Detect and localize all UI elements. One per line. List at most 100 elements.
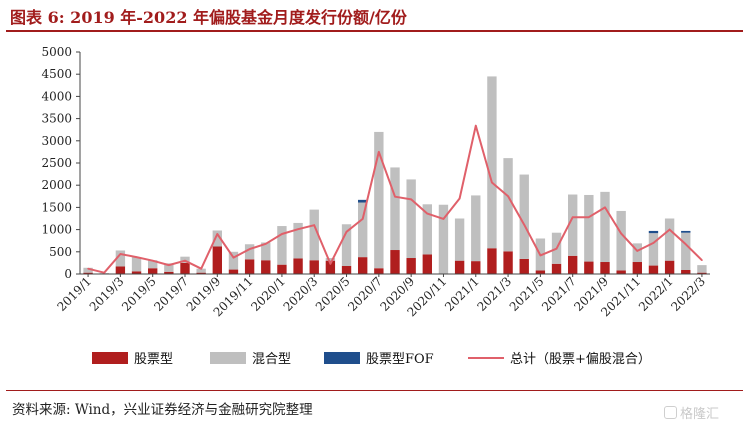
x-tick-label: 2021/1 — [442, 274, 482, 314]
x-tick-label: 2020/3 — [281, 274, 321, 314]
bar-segment — [681, 270, 691, 274]
bar-segment — [196, 272, 206, 274]
bar-segment — [648, 230, 659, 234]
chart: 0 500 1000 1500 2000 2500 3000 3500 4000 4500 5000… — [41, 45, 710, 367]
bar-segment — [503, 158, 513, 252]
bar-segment — [664, 260, 675, 274]
x-tick-label: 2020/7 — [345, 274, 385, 314]
source-rule — [6, 390, 743, 391]
bar-segment — [584, 261, 594, 274]
bar-segment — [422, 254, 432, 274]
total-point — [523, 223, 526, 226]
total-point — [216, 233, 219, 235]
bar-segment — [616, 270, 626, 274]
total-point — [620, 232, 622, 235]
bar-segment — [293, 222, 303, 259]
bar-segment — [244, 259, 255, 274]
bar-segment — [228, 251, 239, 270]
total-point — [442, 218, 445, 220]
total-point — [248, 248, 251, 250]
x-tick-label: 2021/5 — [507, 274, 547, 314]
bar-segment — [212, 230, 222, 247]
y-tick-label: 3000 — [41, 134, 72, 148]
bar-segment — [697, 272, 707, 274]
bar-segment — [358, 257, 368, 274]
bar-segment — [406, 179, 416, 259]
legend-swatch — [92, 352, 128, 364]
legend-label: 股票型 — [134, 352, 173, 367]
x-tick-label: 2019/1 — [54, 274, 94, 314]
legend-label: 股票型FOF — [366, 352, 434, 367]
y-tick-label: 5000 — [41, 45, 72, 59]
total-point — [652, 242, 655, 244]
x-tick-label: 2022/3 — [668, 274, 708, 314]
y-tick-label: 500 — [49, 245, 72, 259]
total-point — [151, 259, 154, 262]
total-point — [87, 267, 89, 270]
bar-segment — [374, 131, 384, 269]
bar-segment — [325, 260, 336, 274]
bar-segment — [358, 199, 368, 203]
bar-segment — [131, 257, 142, 272]
total-point — [426, 212, 429, 215]
bar-segment — [261, 242, 271, 261]
bar-segment — [148, 260, 158, 269]
bar-segment — [341, 224, 352, 267]
bar-segment — [471, 195, 481, 262]
total-point — [184, 259, 186, 262]
bar-segment — [277, 264, 287, 274]
bar-segment — [616, 210, 626, 271]
bar-segment — [681, 230, 691, 233]
bar-segment — [438, 204, 449, 274]
total-point — [378, 151, 380, 153]
total-point — [329, 262, 332, 265]
watermark-text: 格隆汇 — [680, 407, 720, 422]
total-point — [281, 233, 283, 235]
bar-segment — [341, 266, 352, 274]
y-tick-label: 0 — [64, 267, 72, 281]
legend-swatch — [324, 352, 360, 364]
total-point — [571, 216, 574, 218]
total-point — [458, 197, 461, 200]
bar-segment — [648, 233, 659, 266]
bar-segment — [325, 258, 336, 261]
bar-segment — [551, 263, 562, 274]
total-point — [119, 253, 122, 255]
watermark: 格隆汇 — [664, 403, 719, 422]
x-tick-label: 2020/1 — [248, 274, 288, 314]
total-point — [701, 259, 703, 262]
bar-segment — [584, 194, 594, 262]
bar-segment — [600, 262, 610, 274]
bar-segment — [632, 262, 642, 274]
bar-segment — [131, 271, 142, 274]
bar-segment — [568, 194, 578, 256]
total-point — [200, 267, 202, 270]
x-tick-label: 2021/7 — [539, 274, 579, 314]
legend-label: 总计（股票+偏股混合） — [510, 352, 651, 367]
bar-segment — [148, 268, 158, 274]
y-tick-label: 4000 — [41, 89, 72, 103]
bar-segment — [454, 218, 465, 261]
total-point — [491, 181, 493, 184]
total-point — [135, 256, 138, 258]
x-tick-label: 2022/1 — [636, 274, 676, 314]
bar-segment — [519, 258, 529, 274]
total-point — [361, 218, 364, 220]
total-point — [539, 254, 542, 257]
bar-segment — [519, 174, 529, 259]
bar-segment — [374, 268, 384, 274]
total-point — [345, 231, 348, 233]
source-note: 资料来源: Wind，兴业证券经济与金融研究院整理 — [12, 402, 313, 418]
figure-title: 图表 6: 2019 年-2022 年偏股基金月度发行份额/亿份 — [10, 8, 407, 27]
bar-segment — [503, 251, 513, 274]
title-rule — [6, 30, 743, 32]
total-point — [410, 198, 412, 201]
bar-segment — [164, 271, 174, 274]
bar-segment — [487, 76, 497, 249]
y-tick-label: 3500 — [41, 112, 72, 126]
bar-segment — [632, 243, 642, 263]
total-point — [103, 271, 106, 274]
bar-segment — [697, 265, 707, 273]
x-tick-label: 2021/3 — [474, 274, 514, 314]
bar-segment — [471, 261, 481, 274]
